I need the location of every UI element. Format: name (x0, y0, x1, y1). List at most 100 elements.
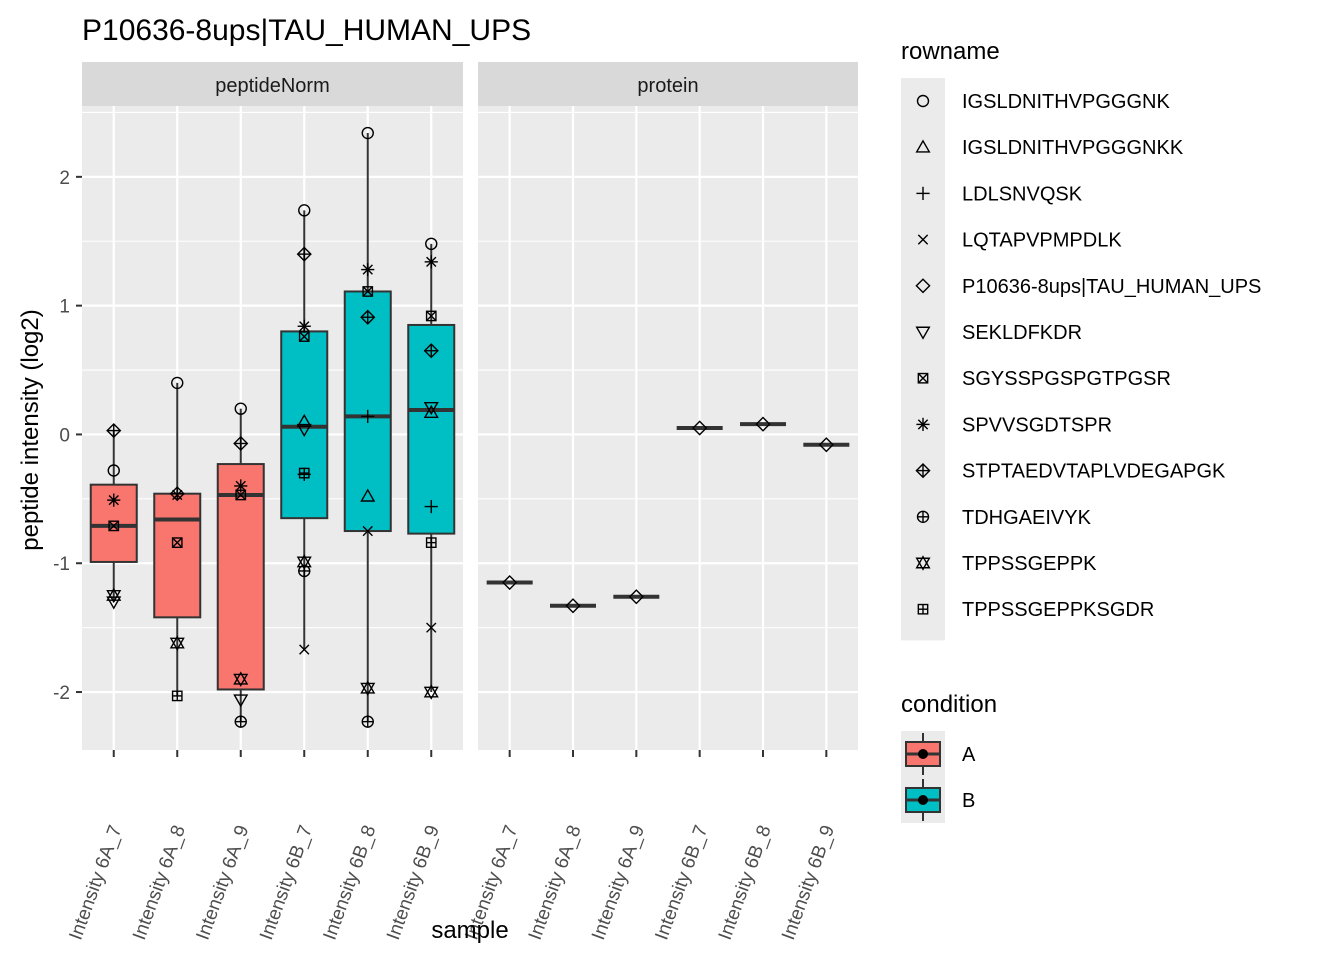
x-tick-label: Intensity 6A_9 (588, 823, 649, 943)
point-P10636-8ups-TAU-HUMAN-UPS (818, 437, 834, 453)
point-TDHGAEIVYK (298, 564, 311, 578)
legend-rowname: rowname IGSLDNITHVPGGGNK IGSLDNITHVPGGGNK… (901, 38, 1261, 641)
legend-key-LDLSNVQSK (916, 186, 930, 200)
point-P10636-8ups-TAU-HUMAN-UPS (502, 574, 518, 591)
legend-key-IGSLDNITHVPGGGNK (916, 94, 930, 108)
point-IGSLDNITHVPGGGNKK (423, 404, 439, 418)
point-P10636-8ups-TAU-HUMAN-UPS (755, 416, 771, 432)
strip-label-protein: protein (637, 75, 698, 97)
legend-rowname-label: TDHGAEIVYK (962, 507, 1092, 529)
strip-label-peptideNorm: peptideNorm (215, 75, 330, 97)
legend-rowname-label: SEKLDFKDR (962, 322, 1082, 344)
point-TPPSSGEPPKSGDR (171, 690, 183, 702)
point-TPPSSGEPPK (360, 680, 376, 696)
facet-panels: peptideNorm protein (82, 62, 858, 750)
point-LDLSNVQSK (361, 409, 375, 424)
box-Intensity-6A_8 (153, 382, 202, 696)
legend-key-IGSLDNITHVPGGGNKK (915, 139, 931, 153)
point-SPVVSGDTSPR (361, 262, 375, 277)
legend-rowname-label: P10636-8ups|TAU_HUMAN_UPS (962, 276, 1261, 298)
point-SGYSSPGSPGTPGSR (108, 520, 120, 532)
point-SGYSSPGSPGTPGSR (171, 537, 183, 549)
point-STPTAEDVTAPLVDEGAPGK (423, 343, 439, 359)
x-tick-label: Intensity 6B_7 (651, 823, 712, 943)
x-tick-label: Intensity 6A_8 (129, 823, 190, 943)
x-tick-label: Intensity 6B_8 (320, 823, 381, 943)
legend-key-condition-A (901, 731, 945, 777)
point-STPTAEDVTAPLVDEGAPGK (106, 422, 122, 439)
legend-rowname-label: SGYSSPGSPGTPGSR (962, 368, 1171, 390)
point-LQTAPVPMPDLK (299, 644, 310, 655)
legend-rowname-label: LQTAPVPMPDLK (962, 230, 1122, 252)
point-IGSLDNITHVPGGGNK (107, 464, 120, 477)
legend-rowname-label: IGSLDNITHVPGGGNK (962, 91, 1170, 113)
x-tick-label: Intensity 6A_9 (193, 823, 254, 943)
point-P10636-8ups-TAU-HUMAN-UPS (692, 420, 708, 436)
box-body (153, 492, 202, 619)
point-IGSLDNITHVPGGGNKK (360, 488, 376, 502)
legend-key-SEKLDFKDR (915, 326, 931, 340)
strip-peptideNorm (82, 62, 463, 106)
point-TPPSSGEPPK (169, 635, 185, 651)
legend-rowname-label: SPVVSGDTSPR (962, 414, 1112, 436)
legend-key-LQTAPVPMPDLK (917, 234, 929, 245)
legend-key-SPVVSGDTSPR (916, 417, 930, 431)
legend-key-TPPSSGEPPK (915, 555, 931, 571)
y-tick-label: 1 (59, 297, 70, 318)
point-LQTAPVPMPDLK (362, 525, 373, 537)
point-IGSLDNITHVPGGGNK (171, 376, 184, 390)
point-STPTAEDVTAPLVDEGAPGK (233, 435, 249, 452)
point-IGSLDNITHVPGGGNK (361, 126, 374, 140)
panel-bg-protein (478, 106, 858, 750)
legend-key-TPPSSGEPPKSGDR (917, 603, 929, 615)
x-tick-label: Intensity 6A_7 (66, 823, 127, 943)
point-STPTAEDVTAPLVDEGAPGK (360, 309, 376, 325)
strip-protein (478, 62, 858, 106)
box-Intensity-6A_9 (216, 408, 265, 722)
gridlines-protein (478, 106, 858, 750)
point-SGYSSPGSPGTPGSR (298, 331, 310, 342)
point-SPVVSGDTSPR (297, 319, 311, 333)
point-TDHGAEIVYK (234, 715, 247, 728)
chart-title: P10636-8ups|TAU_HUMAN_UPS (82, 14, 531, 47)
x-tick-label: Intensity 6B_8 (715, 823, 776, 943)
x-tick-label: Intensity 6A_8 (525, 823, 586, 943)
point-SEKLDFKDR (233, 694, 249, 708)
point-TPPSSGEPPKSGDR (425, 537, 437, 549)
legend-key-P10636-8ups-TAU-HUMAN-UPS (915, 278, 931, 294)
y-tick-label: -2 (53, 683, 70, 704)
legend-rowname-label: STPTAEDVTAPLVDEGAPGK (962, 461, 1226, 483)
legend-rowname-label: IGSLDNITHVPGGGNKK (962, 137, 1184, 159)
y-tick-label: 0 (59, 425, 70, 446)
y-tick-label: 2 (59, 168, 70, 189)
y-axis: -2 -1 0 1 2 (53, 168, 82, 704)
point-TPPSSGEPPKSGDR (298, 467, 310, 479)
y-tick-label: -1 (53, 554, 70, 575)
panel-protein: protein (478, 62, 858, 750)
point-SEKLDFKDR (423, 401, 439, 416)
x-axis: Intensity 6A_7 Intensity 6A_8 Intensity 6A… (66, 750, 839, 943)
legend-condition: condition A B (901, 691, 997, 823)
point-SGYSSPGSPGTPGSR (425, 310, 437, 322)
point-STPTAEDVTAPLVDEGAPGK (169, 486, 185, 502)
points-protein (502, 416, 834, 614)
legend-rowname-key-bg (901, 78, 945, 641)
panel-peptideNorm: peptideNorm (82, 62, 463, 750)
point-LQTAPVPMPDLK (426, 622, 437, 633)
x-tick-label: Intensity 6B_7 (256, 823, 317, 943)
legend-key-SGYSSPGSPGTPGSR (917, 372, 929, 384)
point-TPPSSGEPPK (423, 684, 439, 700)
legend-condition-label: B (962, 790, 975, 812)
point-SGYSSPGSPGTPGSR (235, 489, 247, 501)
x-axis-title: sample (431, 917, 508, 944)
legend-key-TDHGAEIVYK (916, 510, 930, 523)
point-TPPSSGEPPK (233, 671, 249, 687)
legend-rowname-label: TPPSSGEPPK (962, 553, 1097, 575)
point-P10636-8ups-TAU-HUMAN-UPS (628, 589, 644, 605)
point-SPVVSGDTSPR (424, 255, 438, 269)
legend-condition-label: A (962, 744, 976, 766)
point-IGSLDNITHVPGGGNK (298, 204, 311, 217)
legend-rowname-title: rowname (901, 38, 1000, 65)
y-axis-title: peptide intensity (log2) (17, 309, 44, 550)
